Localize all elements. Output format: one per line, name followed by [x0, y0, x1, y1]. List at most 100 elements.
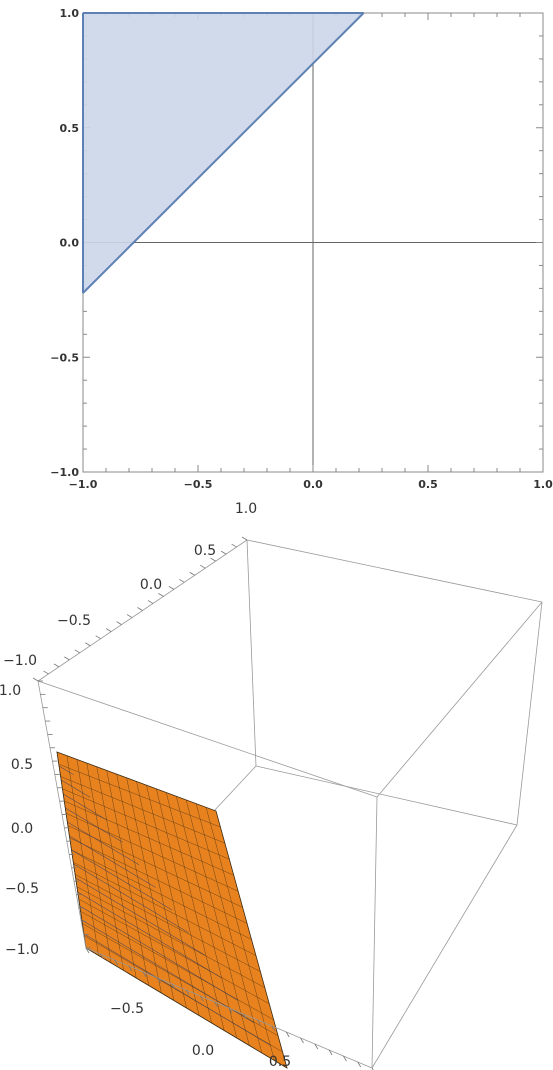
surface-side-mesh-line	[79, 905, 238, 1001]
surface-side-mesh-line	[73, 863, 189, 933]
y-axis-tick-mark	[200, 995, 204, 1002]
x-axis-tick-mark	[189, 571, 195, 576]
y-axis-tick-mark	[300, 1037, 304, 1044]
y-tick-label: 1.0	[60, 7, 80, 20]
x-tick-label: 1.0	[533, 478, 553, 491]
surface-mesh-line	[166, 792, 225, 1031]
z-axis-tick-label: 1.0	[0, 683, 21, 699]
box-edge	[371, 796, 378, 1069]
y-axis-tick-mark	[85, 947, 90, 954]
y-tick-label: −0.5	[50, 351, 79, 364]
box-edge	[246, 539, 543, 603]
plot3d-surface	[56, 751, 288, 1069]
surface-mesh-line	[78, 898, 270, 1004]
z-axis-tick-label: −1.0	[5, 942, 39, 958]
x-axis-tick-mark	[137, 607, 143, 611]
y-axis-tick-mark	[228, 1007, 233, 1014]
box-edge	[516, 601, 543, 826]
x-axis-tick-label: −1.0	[3, 653, 37, 669]
surface-mesh-line	[156, 788, 212, 1024]
x-axis-tick-label: −0.5	[57, 613, 91, 629]
x-axis-tick-mark	[147, 600, 154, 604]
surface-mesh-line	[75, 874, 261, 972]
x-tick-label: 0.0	[303, 478, 323, 491]
x-axis-tick-mark	[220, 550, 227, 555]
x-axis-tick-mark	[179, 578, 185, 583]
surface-side-mesh-line	[65, 807, 123, 843]
y-axis-tick-mark	[285, 1031, 290, 1038]
surface-mesh-line	[146, 785, 200, 1016]
plot2d-region	[82, 12, 365, 294]
surface-side-mesh-line	[58, 765, 74, 775]
y-axis-tick-mark	[328, 1049, 333, 1056]
box-edge	[371, 824, 518, 1069]
surface-side-mesh-line	[67, 821, 140, 866]
x-axis-tick-mark	[116, 621, 122, 625]
box-edge	[255, 765, 518, 826]
x-axis-tick-mark	[241, 536, 248, 541]
y-tick-label: 0.5	[60, 122, 80, 135]
z-axis-tick-label: 0.0	[11, 821, 33, 837]
x-axis-tick-mark	[231, 543, 237, 548]
x-axis-tick-mark	[158, 593, 164, 597]
z-axis-tick-label: 0.5	[11, 757, 33, 773]
x-axis-tick-mark	[64, 656, 70, 661]
y-axis-tick-mark	[99, 953, 104, 960]
surface-mesh-line	[76, 886, 265, 988]
x-axis-tick-label: 0.5	[194, 543, 216, 559]
z-axis-tick-label: −0.5	[5, 881, 39, 897]
y-tick-label: 0.0	[60, 237, 80, 250]
box-edge	[37, 680, 378, 798]
x-axis-tick-mark	[85, 642, 91, 647]
x-axis-tick-mark	[74, 649, 81, 654]
surface-side-mesh-line	[83, 933, 271, 1046]
y-axis-tick-mark	[343, 1055, 347, 1062]
y-axis-tick-mark	[371, 1067, 374, 1070]
surface-side-mesh-line	[69, 835, 156, 888]
surface-mesh-line	[176, 796, 237, 1039]
y-axis-tick-mark	[271, 1025, 276, 1032]
x-tick-label: −1.0	[69, 478, 98, 491]
x-axis-tick-mark	[126, 614, 133, 618]
surface-mesh-line	[73, 862, 257, 956]
surface-side-mesh-line	[77, 891, 222, 978]
x-axis-tick-mark	[168, 586, 175, 590]
surface-side-mesh-line	[63, 793, 107, 820]
y-axis-tick-mark	[171, 983, 176, 990]
surface-side-mesh-line	[81, 919, 255, 1024]
y-tick-label: −1.0	[50, 466, 79, 479]
y-axis-tick-label: 0.0	[192, 1043, 214, 1059]
region-plot-3d: −1.0 −0.5 0.0 0.5 1.0 1.0 0.5 0.0 −0.5 −1.0 −0.5 0.…	[0, 501, 543, 1070]
surface-mesh-line	[71, 849, 252, 940]
x-axis-tick-mark	[95, 635, 101, 640]
plot2d-ticks: −1.0 −0.5 0.0 0.5 1.0 −1.0 −0.5 0.0 0.5 1.0	[50, 7, 553, 491]
x-tick-label: −0.5	[184, 478, 213, 491]
x-axis-tick-mark	[199, 564, 206, 569]
region-plot-2d: −1.0 −0.5 0.0 0.5 1.0 −1.0 −0.5 0.0 0.5 1.0	[50, 7, 553, 491]
surface-side-mesh-line	[61, 779, 90, 798]
x-axis-tick-mark	[53, 663, 60, 668]
y-axis-tick-mark	[357, 1061, 362, 1068]
y-axis-tick-mark	[157, 977, 161, 984]
boundary-line-diagonal	[82, 12, 365, 294]
x-axis-tick-mark	[43, 670, 49, 675]
y-axis-tick-mark	[128, 965, 133, 972]
surface-side-mesh-line	[75, 877, 205, 956]
y-axis-tick-label: −0.5	[110, 1001, 144, 1017]
surface-mesh-line	[205, 807, 275, 1061]
y-axis-tick-mark	[142, 971, 147, 978]
y-axis-tick-mark	[242, 1013, 247, 1020]
surface-side-mesh-line	[71, 849, 173, 911]
box-edge	[246, 539, 257, 767]
surface-mesh-line	[185, 799, 250, 1046]
y-axis-tick-mark	[214, 1001, 219, 1008]
y-axis-tick-mark	[185, 989, 190, 996]
x-tick-label: 0.5	[418, 478, 438, 491]
y-axis-tick-mark	[114, 959, 118, 966]
x-axis-tick-mark	[32, 677, 39, 682]
surface-mesh-line	[80, 911, 274, 1021]
box-edge	[376, 601, 543, 798]
plot3d-ticks: −1.0 −0.5 0.0 0.5 1.0 1.0 0.5 0.0 −0.5 −1.0 −0.5 0.…	[0, 501, 374, 1070]
y-axis-tick-mark	[314, 1043, 319, 1050]
y-axis-tick-mark	[257, 1019, 261, 1026]
